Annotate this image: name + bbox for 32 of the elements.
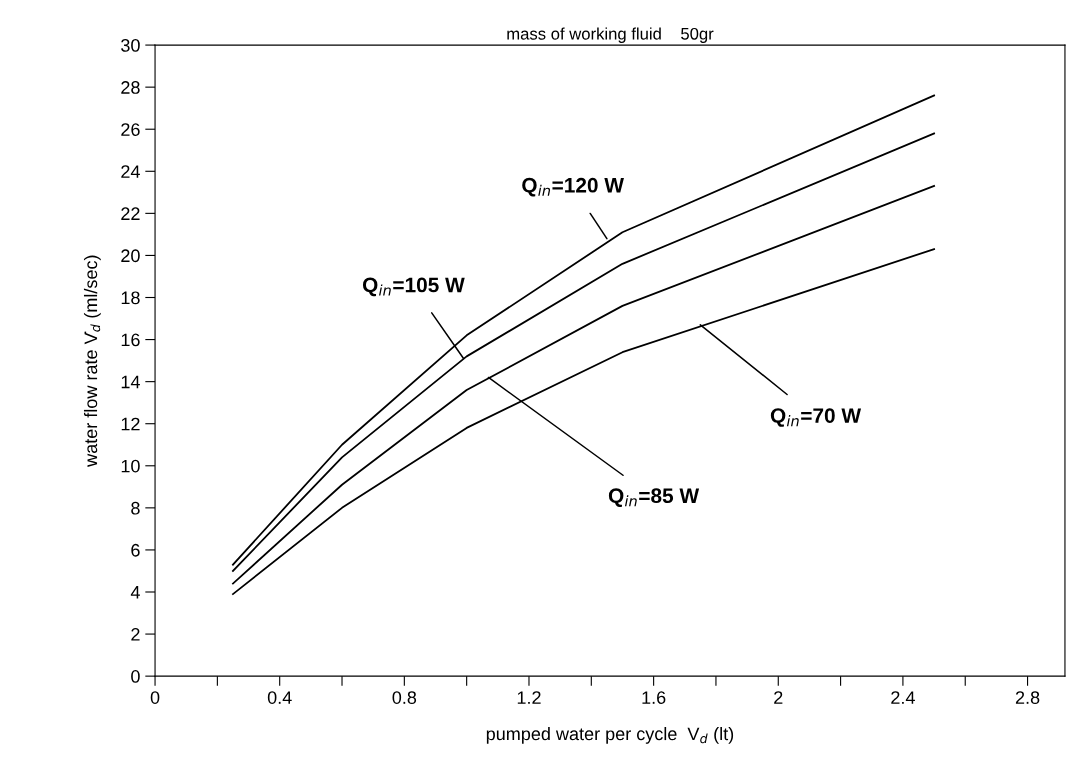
y-tick-label: 8: [131, 501, 140, 515]
y-tick-label: 30: [121, 39, 140, 52]
x-axis-title: pumped water per cycle V$_{d}$ (lt): [486, 727, 734, 744]
x-tick-label: 2.4: [891, 691, 915, 704]
x-tick-label: 0: [150, 691, 160, 704]
annotation: Q$_{in}$=85 W: [608, 488, 700, 507]
annotation: Q$_{in}$=120 W: [522, 177, 624, 197]
y-tick-label: 26: [121, 123, 140, 136]
annotation: Q$_{in}$=105 W: [362, 277, 465, 297]
y-tick-label: 4: [130, 586, 140, 599]
x-tick-label: 1.2: [517, 691, 541, 704]
y-tick-label: 28: [121, 81, 140, 94]
x-tick-label: 2.8: [1015, 691, 1040, 704]
y-tick-label: 12: [121, 417, 140, 431]
y-tick-label: 10: [121, 459, 140, 473]
x-tick-label: 0.4: [267, 691, 292, 704]
x-tick-label: 0.8: [392, 691, 417, 704]
y-tick-label: 6: [131, 543, 140, 557]
y-tick-label: 2: [131, 628, 140, 641]
y-tick-label: 20: [121, 249, 140, 263]
y-tick-label: 0: [131, 670, 140, 683]
y-tick-label: 16: [121, 333, 140, 347]
x-tick-label: 2: [774, 691, 783, 704]
y-tick-label: 24: [121, 165, 140, 178]
y-axis-title: water flow rate V̇$_{d}$ (ml/sec): [83, 255, 101, 467]
y-tick-label: 22: [121, 207, 140, 220]
annotation: Q$_{in}$=70 W: [770, 408, 862, 427]
y-tick-label: 18: [121, 291, 140, 305]
x-tick-label: 1.6: [642, 691, 666, 704]
y-tick-label: 14: [121, 375, 140, 389]
line-series: [232, 248, 935, 596]
chart-title: mass of working fluid 50gr: [507, 27, 714, 43]
